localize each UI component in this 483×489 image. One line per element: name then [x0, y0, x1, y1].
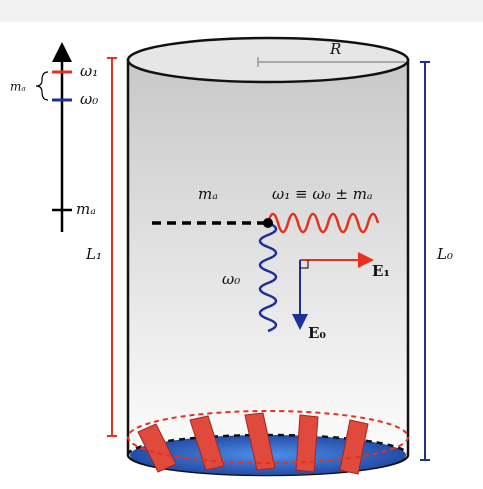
field-label: E₀ — [308, 324, 326, 342]
diagram: R L₁ L₀ ω₁ ω₀ mₐ mₐ mₐ ω₁ ≡ ω₀ ± mₐ ω₀ E… — [0, 0, 483, 489]
photon-label: ω₁ ≡ ω₀ ± mₐ — [272, 185, 373, 203]
length-label: L₀ — [436, 245, 453, 263]
level-label: ω₁ — [80, 62, 98, 80]
photon-label: ω₀ — [222, 270, 240, 288]
radius-label: R — [329, 40, 341, 58]
cylinder: R — [128, 38, 408, 475]
top-bar — [0, 0, 483, 22]
axion-label: mₐ — [198, 185, 218, 203]
level-label: ω₀ — [80, 90, 98, 108]
level-label: mₐ — [76, 200, 96, 218]
brace-label: mₐ — [10, 80, 26, 94]
length-label: L₁ — [85, 245, 102, 263]
top-lid — [128, 38, 408, 82]
energy-axis: ω₁ ω₀ mₐ mₐ — [10, 52, 98, 232]
field-label: E₁ — [372, 262, 390, 280]
